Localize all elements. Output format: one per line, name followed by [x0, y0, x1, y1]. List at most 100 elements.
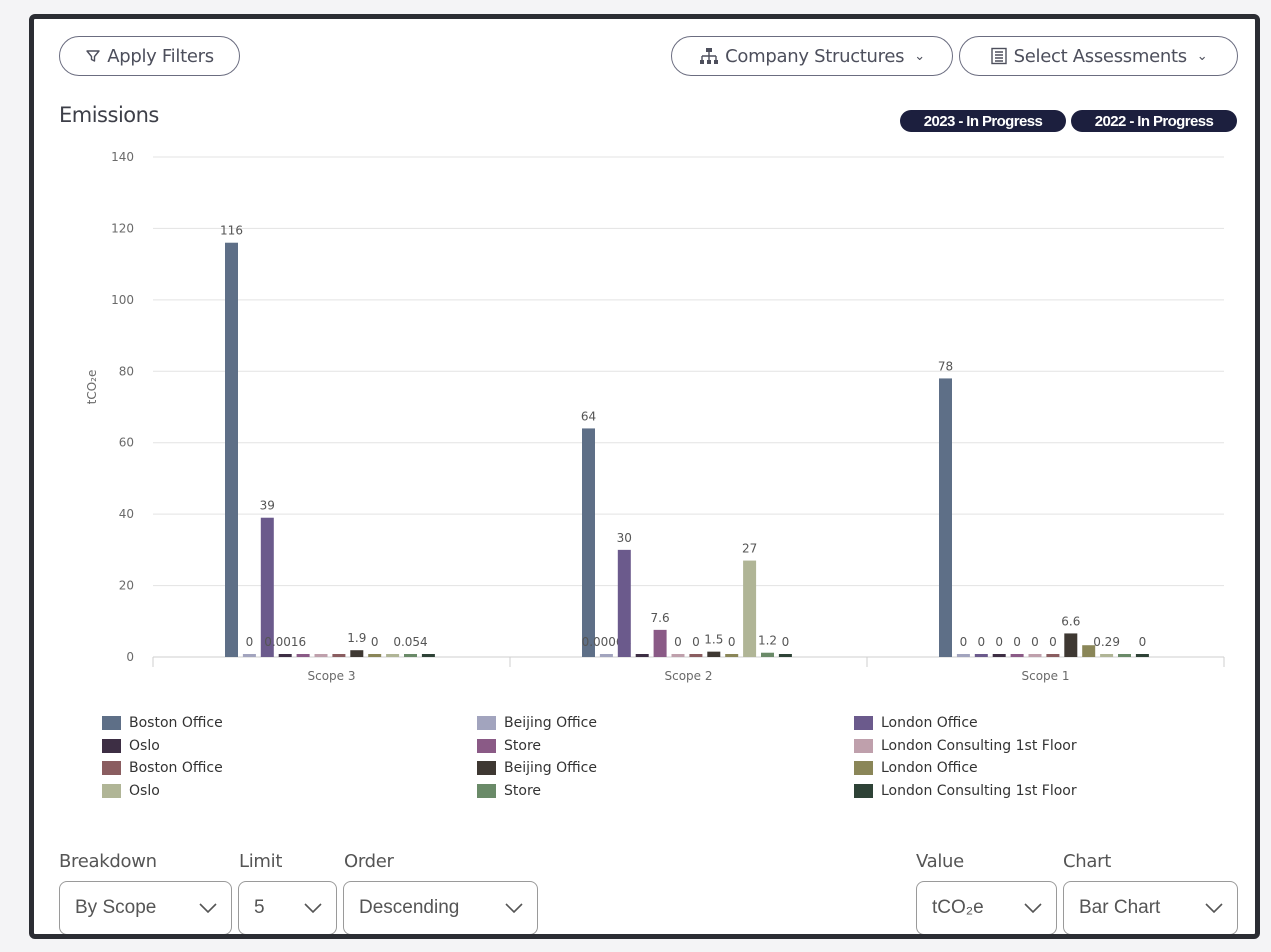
bar — [1010, 654, 1024, 657]
order-select[interactable]: Descending — [343, 881, 538, 934]
bar — [242, 654, 256, 657]
legend-swatch — [477, 738, 496, 753]
bar — [1135, 654, 1149, 657]
bar — [1100, 654, 1114, 657]
data-label: 1.5 — [704, 633, 723, 647]
breakdown-label: Breakdown — [59, 851, 157, 872]
x-tick-label: Scope 1 — [1021, 669, 1069, 683]
data-label: 0 — [728, 635, 736, 649]
bar — [956, 654, 970, 657]
legend-label: Boston Office — [129, 715, 223, 731]
bar — [350, 650, 364, 657]
y-tick-label: 60 — [119, 436, 134, 450]
bar — [1064, 633, 1078, 657]
breakdown-select[interactable]: By Scope — [59, 881, 232, 934]
bar — [314, 654, 328, 657]
filter-icon — [86, 50, 100, 62]
chevron-down-icon: ⌄ — [1196, 48, 1208, 64]
data-label: 1.2 — [758, 634, 777, 648]
select-assessments-button[interactable]: Select Assessments ⌄ — [959, 36, 1238, 76]
y-tick-label: 80 — [119, 364, 134, 378]
legend-swatch — [854, 783, 873, 798]
bar — [992, 654, 1006, 657]
company-structures-label: Company Structures — [725, 45, 905, 67]
bar — [421, 654, 435, 657]
bar — [599, 654, 613, 657]
order-label: Order — [344, 851, 394, 872]
legend-item[interactable]: Boston Office — [102, 760, 223, 776]
bar — [1046, 654, 1060, 657]
legend-item[interactable]: Beijing Office — [477, 715, 597, 731]
chart-type-value: Bar Chart — [1079, 897, 1161, 918]
bar — [939, 378, 952, 657]
assessment-badge-2022: 2022 - In Progress — [1071, 110, 1237, 132]
limit-value: 5 — [254, 897, 265, 918]
data-label: 1.9 — [347, 631, 366, 645]
y-tick-label: 100 — [111, 293, 134, 307]
legend-label: Oslo — [129, 737, 160, 754]
legend-label: Beijing Office — [504, 760, 597, 776]
apply-filters-button[interactable]: Apply Filters — [59, 36, 240, 76]
bar — [1118, 654, 1131, 657]
data-label: 0 — [1049, 635, 1057, 649]
legend-swatch — [477, 783, 496, 798]
y-tick-label: 140 — [111, 150, 134, 164]
legend-swatch — [102, 738, 121, 753]
bar — [260, 517, 274, 657]
legend-swatch — [854, 761, 873, 775]
data-label: 0 — [995, 635, 1003, 649]
bar — [707, 651, 721, 657]
bar — [225, 242, 238, 657]
legend-item[interactable]: Oslo — [102, 783, 160, 799]
legend-swatch — [854, 716, 873, 730]
legend-label: Store — [504, 782, 542, 799]
bar — [635, 654, 649, 657]
data-label: 0.0016 — [264, 635, 306, 649]
legend-label: London Office — [881, 760, 978, 776]
data-label: 27 — [742, 542, 757, 556]
y-tick-label: 20 — [119, 579, 134, 593]
data-label: 6.6 — [1061, 614, 1080, 628]
legend-item[interactable]: Store — [477, 738, 541, 754]
legend-label: London Consulting 1st Floor — [881, 782, 1077, 799]
legend-item[interactable]: Boston Office — [102, 715, 223, 731]
chart-type-select[interactable]: Bar Chart — [1063, 881, 1238, 934]
bar — [725, 654, 739, 657]
legend-item[interactable]: Oslo — [102, 738, 160, 754]
legend-item[interactable]: London Office — [854, 715, 978, 731]
data-label: 0 — [1139, 635, 1147, 649]
bar — [386, 654, 400, 657]
value-select[interactable]: tCO₂e — [916, 881, 1057, 934]
legend-swatch — [102, 783, 121, 798]
legend-item[interactable]: Beijing Office — [477, 760, 597, 776]
data-label: 0 — [960, 635, 968, 649]
y-tick-label: 40 — [119, 507, 134, 521]
legend-item[interactable]: London Consulting 1st Floor — [854, 783, 1077, 799]
legend-item[interactable]: London Consulting 1st Floor — [854, 738, 1077, 754]
chevron-down-icon: ⌄ — [914, 48, 925, 64]
legend-swatch — [102, 761, 121, 775]
legend-item[interactable]: Store — [477, 783, 541, 799]
data-label: 0.054 — [393, 635, 427, 649]
legend-label: London Office — [881, 715, 978, 731]
data-label: 0.29 — [1093, 635, 1120, 649]
data-label: 39 — [260, 499, 275, 513]
data-label: 116 — [220, 224, 243, 238]
bar — [743, 560, 757, 657]
limit-select[interactable]: 5 — [238, 881, 337, 934]
chevron-down-icon — [1024, 903, 1042, 913]
company-structures-button[interactable]: Company Structures ⌄ — [671, 36, 953, 76]
legend-label: Store — [504, 737, 542, 754]
bar — [278, 654, 292, 657]
legend-swatch — [477, 761, 496, 775]
org-chart-icon — [700, 48, 719, 64]
select-assessments-label: Select Assessments — [1013, 45, 1188, 67]
value-label: Value — [916, 851, 964, 872]
data-label: 64 — [581, 409, 596, 423]
breakdown-value: By Scope — [75, 897, 157, 918]
chevron-down-icon — [505, 903, 523, 913]
assessment-badge-2023: 2023 - In Progress — [900, 110, 1066, 132]
legend-item[interactable]: London Office — [854, 760, 978, 776]
bar — [582, 428, 595, 657]
limit-label: Limit — [239, 851, 283, 872]
